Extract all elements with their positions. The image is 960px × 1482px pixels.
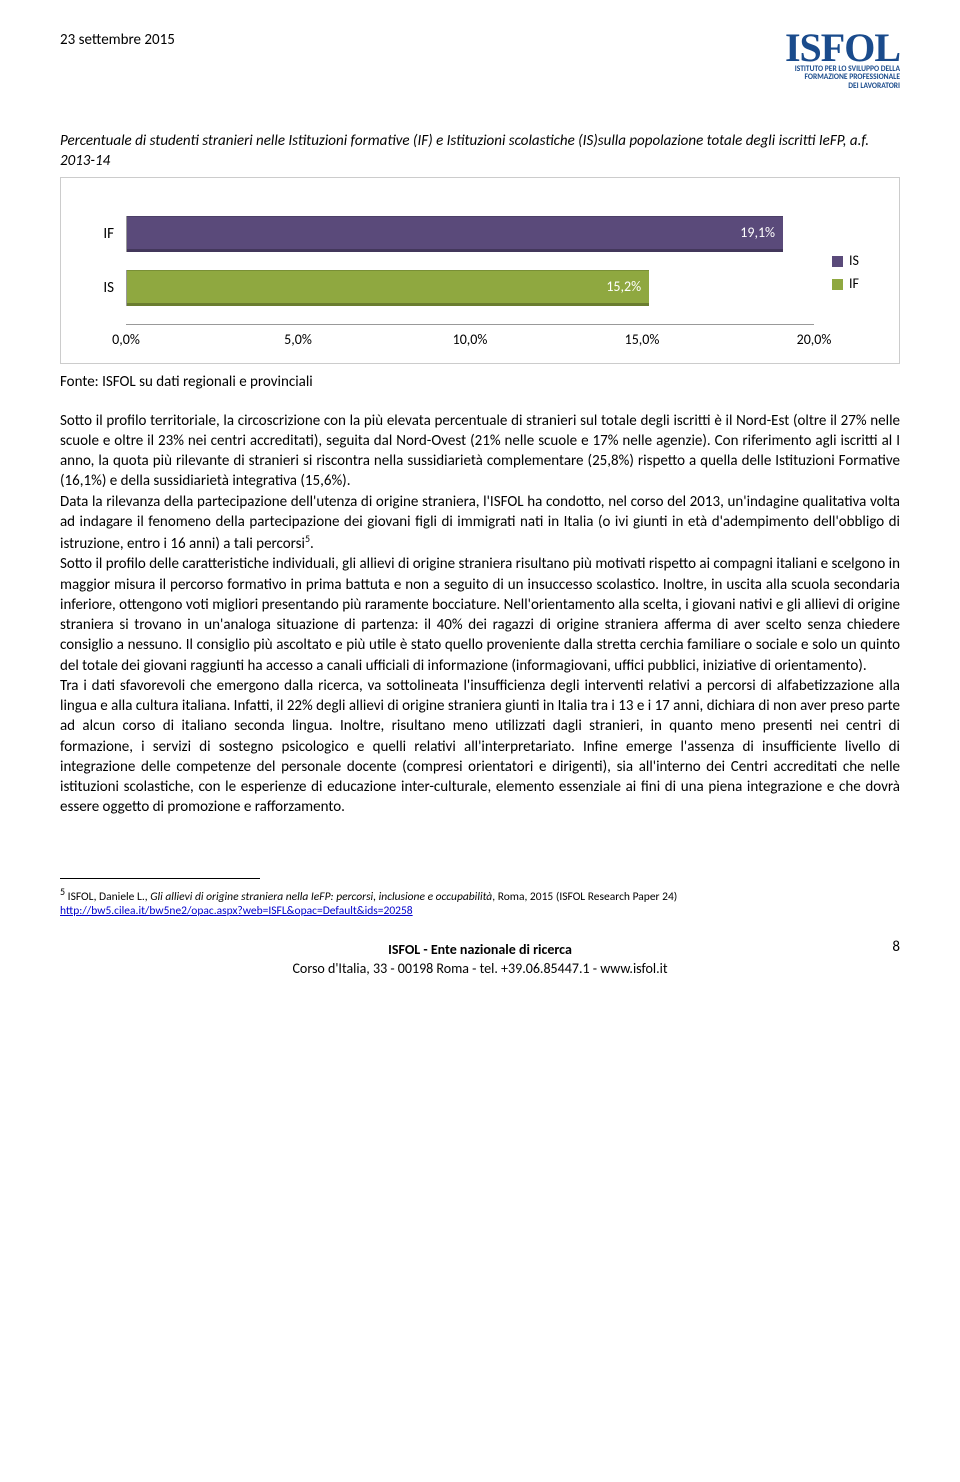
x-axis: 0,0%5,0%10,0%15,0%20,0% bbox=[76, 324, 814, 348]
bar-label-is: IS bbox=[76, 278, 126, 298]
axis-tick: 15,0% bbox=[625, 331, 660, 350]
legend-item-is: IS bbox=[832, 252, 884, 271]
bar-if: 19,1% bbox=[127, 216, 783, 252]
bar-row-if: IF 19,1% bbox=[76, 216, 814, 252]
footnote-separator bbox=[60, 878, 260, 879]
chart-title: Percentuale di studenti stranieri nelle … bbox=[60, 131, 900, 172]
axis-tick: 20,0% bbox=[797, 331, 832, 350]
chart-source: Fonte: ISFOL su dati regionali e provinc… bbox=[60, 372, 900, 392]
footnote: 5 ISFOL, Daniele L., Gli allievi di orig… bbox=[60, 885, 900, 920]
bar-value-if: 19,1% bbox=[740, 224, 775, 243]
bar-row-is: IS 15,2% bbox=[76, 270, 814, 306]
bar-is: 15,2% bbox=[127, 270, 649, 306]
footer-line1: ISFOL - Ente nazionale di ricerca bbox=[60, 941, 900, 960]
footnote-italic: Gli allievi di origine straniera nella I… bbox=[150, 889, 492, 903]
axis-tick: 10,0% bbox=[453, 331, 488, 350]
header-date: 23 settembre 2015 bbox=[60, 30, 175, 50]
axis-tick: 0,0% bbox=[112, 331, 140, 350]
chart-bars: IF 19,1% IS 15,2% 0,0%5,0%10,0%15,0%20,0… bbox=[76, 198, 814, 348]
bar-value-is: 15,2% bbox=[606, 278, 641, 297]
legend-swatch-is bbox=[832, 256, 843, 267]
bar-label-if: IF bbox=[76, 224, 126, 244]
page-number: 8 bbox=[892, 937, 900, 957]
legend-label-is: IS bbox=[849, 252, 859, 271]
bar-chart: IF 19,1% IS 15,2% 0,0% 5,0% 10,0% 15,0% 20,0… bbox=[60, 177, 900, 364]
footnote-prefix: ISFOL, Daniele L., bbox=[65, 889, 150, 903]
logo-sub3: DEI LAVORATORI bbox=[785, 83, 900, 91]
footnote-suffix: , Roma, 2015 (ISFOL Research Paper 24) bbox=[492, 889, 677, 903]
legend-label-if: IF bbox=[849, 275, 859, 294]
axis-tick: 5,0% bbox=[284, 331, 312, 350]
page-footer: 8 ISFOL - Ente nazionale di ricerca Cors… bbox=[60, 941, 900, 979]
footer-line2: Corso d'Italia, 33 - 00198 Roma - tel. +… bbox=[60, 960, 900, 979]
footnote-link[interactable]: http://bw5.cilea.it/bw5ne2/opac.aspx?web… bbox=[60, 904, 413, 918]
page-header: 23 settembre 2015 ISFOL ISTITUTO PER LO … bbox=[60, 30, 900, 91]
legend-item-if: IF bbox=[832, 275, 884, 294]
body-text: Sotto il profilo territoriale, la circos… bbox=[60, 411, 900, 818]
legend-swatch-if bbox=[832, 279, 843, 290]
legend: IS IF bbox=[814, 248, 884, 298]
logo-text: ISFOL bbox=[785, 30, 900, 66]
logo: ISFOL ISTITUTO PER LO SVILUPPO DELLA FOR… bbox=[785, 30, 900, 91]
